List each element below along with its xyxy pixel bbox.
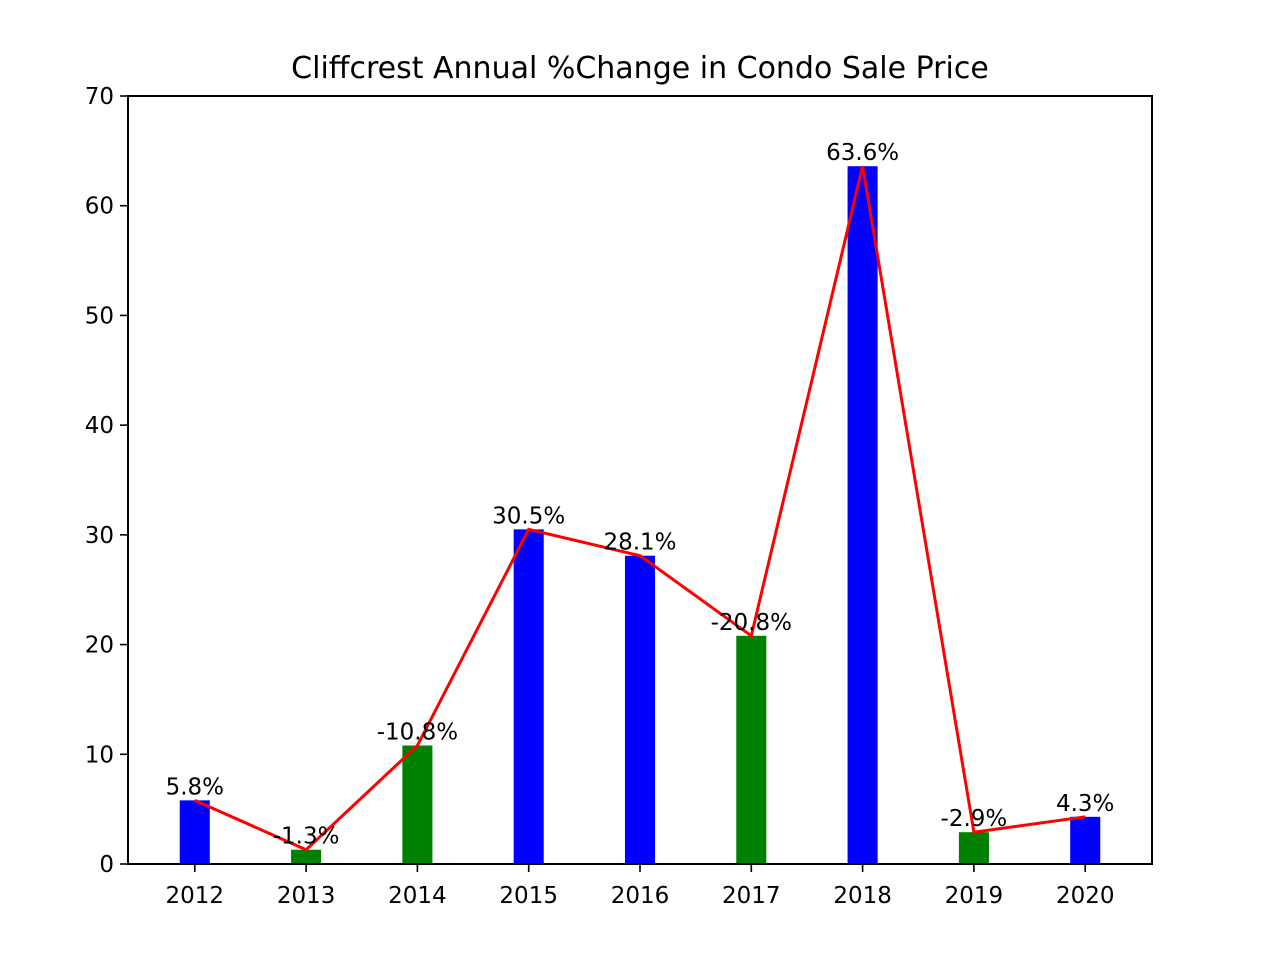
data-label-2019: -2.9%: [941, 806, 1008, 832]
y-tick-label: 50: [85, 303, 114, 329]
data-label-2020: 4.3%: [1056, 791, 1114, 817]
bar-2014: [402, 745, 433, 864]
y-tick-label: 30: [85, 523, 114, 549]
x-tick-label: 2015: [499, 883, 558, 909]
y-tick-label: 0: [99, 852, 114, 878]
y-tick-label: 10: [85, 742, 114, 768]
data-label-2018: 63.6%: [826, 140, 899, 166]
y-tick-label: 20: [85, 633, 114, 659]
plot-area: 5.8% -1.3% -10.8% 30.5% 28.1% -20.8% 63.6% -2.9…: [85, 84, 1153, 909]
x-tick-label: 2016: [611, 883, 670, 909]
chart-title: Cliffcrest Annual %Change in Condo Sale …: [291, 51, 989, 86]
data-label-2015: 30.5%: [492, 503, 565, 529]
bar-2019: [958, 832, 989, 864]
data-label-2013: -1.3%: [273, 824, 340, 850]
y-tick-label: 60: [85, 194, 114, 220]
bar-2020: [1070, 816, 1101, 864]
x-tick-label: 2018: [833, 883, 892, 909]
data-label-2014: -10.8%: [377, 720, 458, 746]
bar-2012: [179, 800, 210, 864]
x-tick-label: 2017: [722, 883, 781, 909]
data-label-2012: 5.8%: [166, 774, 224, 800]
y-tick-label: 40: [85, 413, 114, 439]
x-tick-label: 2012: [166, 883, 225, 909]
bar-2017: [736, 635, 767, 864]
trend-line: [194, 165, 1086, 852]
bar-2013: [291, 849, 322, 864]
bar-2015: [513, 529, 544, 864]
x-tick-label: 2020: [1056, 883, 1115, 909]
data-label-2017: -20.8%: [711, 610, 792, 636]
bar-2018: [847, 166, 878, 864]
x-tick-label: 2014: [388, 883, 447, 909]
x-tick-label: 2013: [277, 883, 336, 909]
y-tick-label: 70: [85, 84, 114, 110]
x-tick-label: 2019: [945, 883, 1004, 909]
bar-2016: [624, 555, 656, 864]
data-label-2016: 28.1%: [603, 530, 676, 556]
